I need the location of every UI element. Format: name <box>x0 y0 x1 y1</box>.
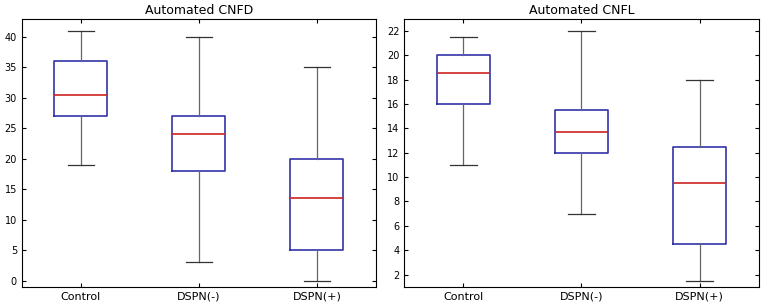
Title: Automated CNFL: Automated CNFL <box>529 5 634 17</box>
Title: Automated CNFD: Automated CNFD <box>145 5 253 17</box>
